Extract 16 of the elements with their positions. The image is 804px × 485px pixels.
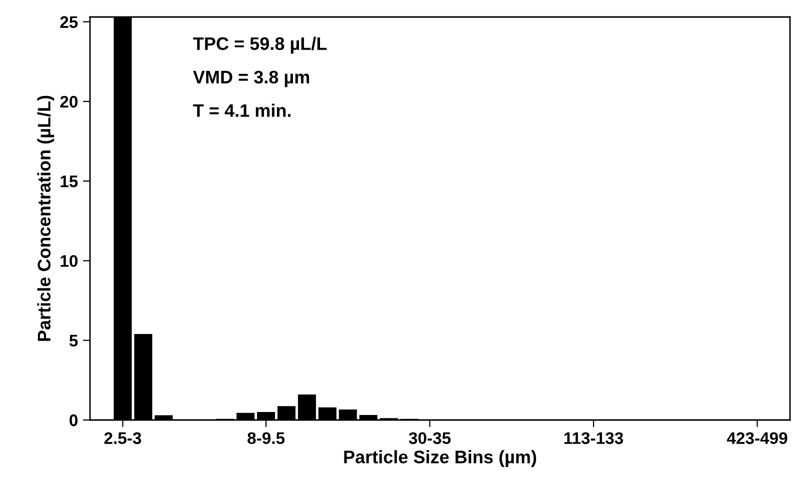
annotation: VMD = 3.8 µm <box>193 70 310 88</box>
x-tick-label: 8-9.5 <box>248 432 285 444</box>
y-tick-label: 25 <box>60 16 78 28</box>
x-tick-label: 423-499 <box>726 432 788 444</box>
y-tick-label: 15 <box>60 176 78 188</box>
y-tick-label: 10 <box>60 255 78 267</box>
annotation: TPC = 59.8 µL/L <box>193 36 327 54</box>
y-tick-label: 20 <box>60 96 78 108</box>
y-tick-label: 0 <box>70 414 78 426</box>
y-tick-label: 5 <box>69 334 78 347</box>
annotation: T = 4.1 min. <box>193 104 290 117</box>
x-tick-label: 113-133 <box>564 432 624 444</box>
x-tick-label: 30-35 <box>408 432 451 444</box>
y-axis-title: Particle Concentration (µL/L) <box>37 96 54 341</box>
x-axis-title: Particle Size Bins (µm) <box>344 450 536 467</box>
x-tick-label: 2.5-3 <box>104 432 142 444</box>
